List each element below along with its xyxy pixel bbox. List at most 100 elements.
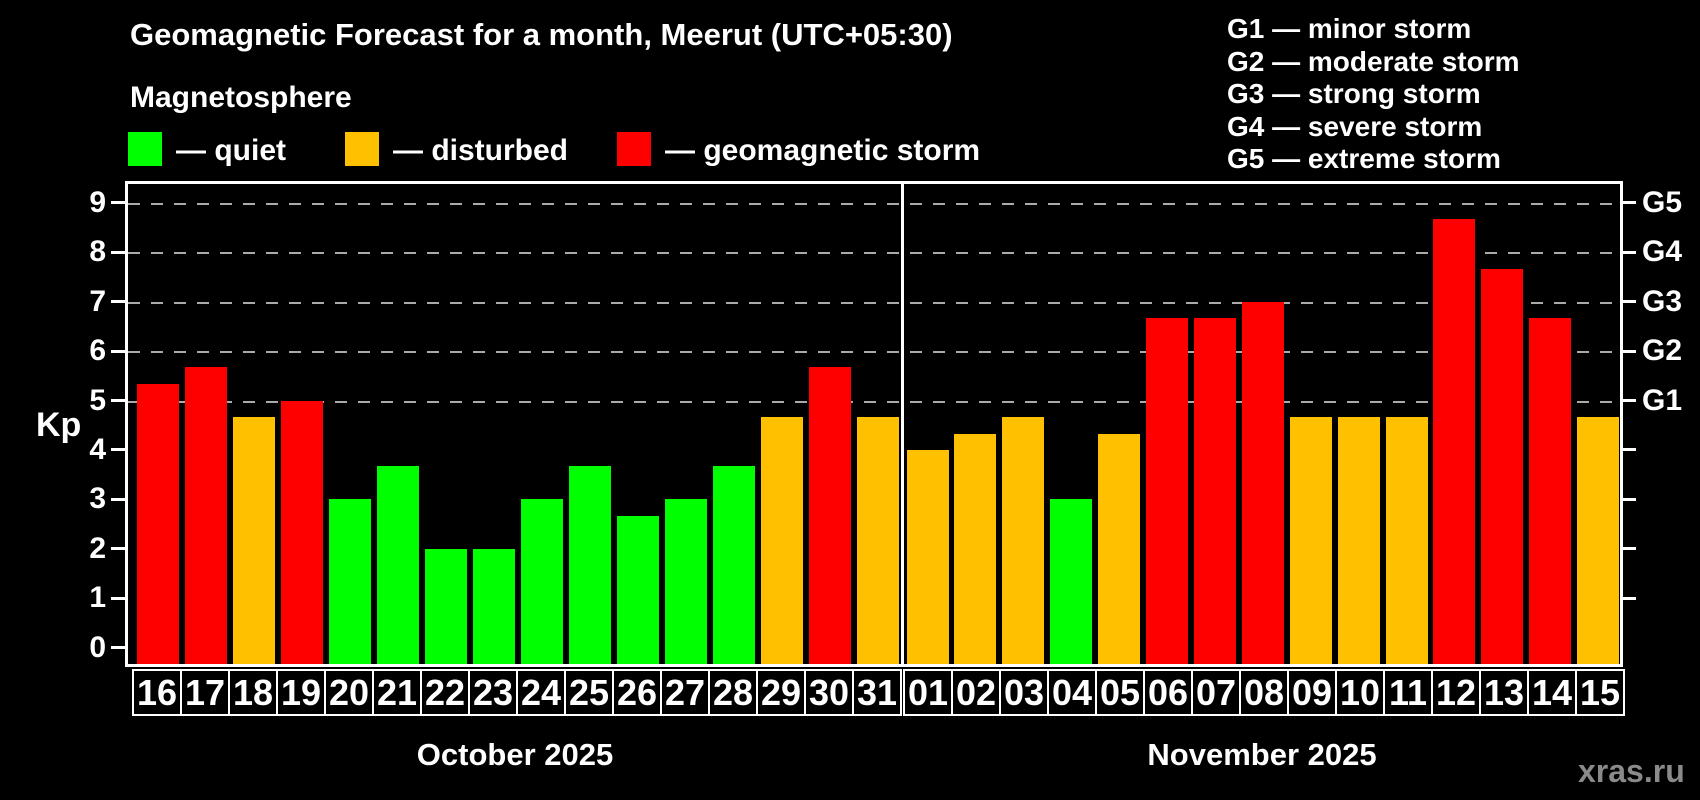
day-label-november-13: 13 [1479, 669, 1529, 716]
day-label-november-04: 04 [1047, 669, 1097, 716]
november-month-label: November 2025 [1147, 737, 1377, 772]
g-axis-label-g5: G5 [1642, 185, 1683, 219]
g1-legend-line: G1 — minor storm [1227, 13, 1472, 44]
day-label-november-14: 14 [1527, 669, 1577, 716]
kp-bar-november-09 [1289, 416, 1332, 664]
y-axis-tick-7 [111, 300, 125, 304]
october-day-row: 16 17 18 19 20 21 22 23 24 25 26 27 28 29 30 31 [132, 669, 902, 716]
chart-title: Geomagnetic Forecast for a month, Meerut… [130, 17, 953, 52]
kp-bar-november-07 [1193, 318, 1236, 664]
kp-bar-october-28 [713, 466, 756, 664]
kp-bar-october-24 [520, 499, 563, 664]
y-axis-tick-4 [111, 448, 125, 452]
right-axis-tick-2 [1622, 547, 1636, 551]
quiet-legend-label: — quiet [176, 134, 286, 167]
right-axis-tick-3 [1622, 497, 1636, 501]
disturbed-legend-label: — disturbed [393, 134, 569, 167]
disturbed-legend-swatch [345, 132, 379, 166]
y-axis-tick-5 [111, 399, 125, 402]
kp-bar-october-19 [280, 400, 323, 664]
day-label-october-23: 23 [468, 669, 518, 716]
y-axis-tick-3 [111, 497, 125, 501]
g-axis-label-g3: G3 [1642, 284, 1683, 318]
kp-bar-october-27 [665, 499, 708, 664]
day-label-october-20: 20 [324, 669, 374, 716]
day-label-october-21: 21 [372, 669, 422, 716]
kp-bar-october-31 [857, 416, 900, 664]
y-axis-tick-label-2: 2 [89, 531, 106, 565]
day-label-november-03: 03 [999, 669, 1049, 716]
quiet-legend-swatch [128, 132, 162, 166]
day-label-october-17: 17 [180, 669, 230, 716]
kp-gridline-6 [128, 351, 1620, 354]
storm-legend-label: — geomagnetic storm [665, 134, 981, 167]
kp-bar-november-01 [906, 449, 949, 664]
day-label-october-22: 22 [420, 669, 470, 716]
kp-bar-november-06 [1146, 318, 1188, 664]
day-label-october-16: 16 [132, 669, 182, 716]
g-axis-label-g1: G1 [1642, 383, 1683, 417]
day-label-november-15: 15 [1575, 669, 1625, 716]
y-axis-tick-label-8: 8 [89, 235, 106, 269]
day-label-october-30: 30 [804, 669, 854, 716]
kp-bar-october-29 [761, 416, 804, 664]
kp-bar-november-11 [1385, 416, 1428, 664]
plot-area [125, 181, 1623, 667]
right-axis-tick-7 [1622, 300, 1636, 304]
day-label-october-29: 29 [756, 669, 806, 716]
kp-bar-november-05 [1098, 433, 1141, 664]
day-label-november-09: 09 [1287, 669, 1337, 716]
kp-gridline-8 [128, 252, 1620, 255]
kp-bar-november-03 [1002, 416, 1045, 664]
y-axis-tick-2 [111, 547, 125, 551]
y-axis-tick-label-4: 4 [89, 432, 106, 466]
kp-bar-november-14 [1529, 318, 1572, 664]
kp-bar-october-23 [472, 548, 515, 664]
plot-inner [128, 184, 1620, 664]
kp-gridline-5 [128, 400, 1620, 403]
day-label-november-08: 08 [1239, 669, 1289, 716]
g4-legend-line: G4 — severe storm [1227, 110, 1483, 142]
y-axis-tick-9 [111, 201, 125, 205]
y-axis-tick-label-7: 7 [89, 284, 106, 318]
y-axis-tick-label-1: 1 [89, 581, 106, 615]
y-axis-title: Kp [36, 406, 82, 444]
day-label-november-11: 11 [1383, 669, 1433, 716]
kp-bar-october-21 [376, 466, 419, 664]
kp-gridline-9 [128, 202, 1620, 205]
y-axis-tick-8 [111, 250, 125, 254]
chart-subtitle: Magnetosphere [130, 81, 352, 114]
day-label-october-25: 25 [564, 669, 614, 716]
day-label-november-06: 06 [1143, 669, 1193, 716]
right-axis-tick-6 [1622, 349, 1636, 353]
y-axis-tick-label-9: 9 [89, 185, 106, 219]
xras-watermark: xras.ru [1578, 753, 1685, 789]
day-label-november-01: 01 [903, 669, 953, 716]
day-label-november-07: 07 [1191, 669, 1241, 716]
month-separator-line [901, 184, 904, 664]
day-label-october-31: 31 [852, 669, 902, 716]
day-label-october-19: 19 [276, 669, 326, 716]
kp-bar-october-25 [568, 466, 611, 664]
day-label-october-28: 28 [708, 669, 758, 716]
g-scale-legend: G1 — minor storm G2 — moderate storm G3 … [1227, 13, 1520, 176]
y-axis-tick-label-0: 0 [89, 630, 106, 664]
right-axis-tick-8 [1622, 250, 1636, 254]
kp-bar-october-16 [136, 384, 179, 664]
kp-gridline-7 [128, 301, 1620, 304]
y-axis-tick-0 [111, 646, 125, 649]
day-label-october-24: 24 [516, 669, 566, 716]
y-axis-tick-1 [111, 596, 125, 600]
g5-legend-line: G5 — extreme storm [1227, 143, 1501, 174]
day-label-october-18: 18 [228, 669, 278, 716]
storm-legend-swatch [617, 132, 651, 166]
kp-bar-november-13 [1481, 268, 1524, 664]
day-label-november-05: 05 [1095, 669, 1145, 716]
kp-bar-november-10 [1337, 416, 1380, 664]
y-axis-tick-label-3: 3 [89, 482, 106, 516]
right-axis-tick-5 [1622, 399, 1636, 402]
y-axis-tick-label-5: 5 [89, 383, 106, 417]
right-axis-tick-1 [1622, 596, 1636, 600]
kp-bar-october-30 [809, 367, 852, 664]
